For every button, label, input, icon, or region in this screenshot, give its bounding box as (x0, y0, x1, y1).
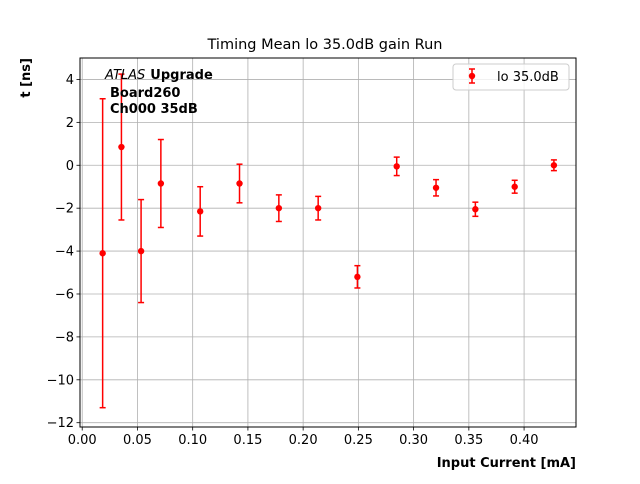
upgrade-label: Upgrade (150, 68, 213, 83)
annotation-channel: Ch000 35dB (110, 102, 198, 117)
data-point (236, 180, 243, 187)
data-point (314, 204, 322, 212)
x-tick-label: 0.15 (233, 433, 262, 448)
data-point (354, 273, 361, 281)
data-point (157, 180, 165, 187)
annotation-board: Board260 (110, 86, 180, 101)
atlas-label: ATLAS (104, 68, 145, 83)
y-tick-label: 0 (66, 159, 74, 174)
plot-data (99, 73, 558, 409)
x-tick-label: 0.10 (178, 433, 207, 448)
x-tick-label: 0.40 (510, 433, 539, 448)
axis-ticks: 0.00 0.05 0.10 0.15 0.20 0.25 0.30 0.35 0.40 4 2 0 −… (47, 73, 539, 448)
x-tick-label: 0.20 (289, 433, 318, 448)
y-tick-label: −4 (55, 245, 74, 260)
data-point (99, 250, 106, 257)
y-tick-label: −10 (47, 373, 74, 388)
data-point (432, 184, 440, 191)
annotation-line-1: ATLAS Upgrade (104, 68, 213, 83)
data-point (472, 206, 479, 213)
x-tick-label: 0.25 (344, 433, 373, 448)
chart-title: Timing Mean lo 35.0dB gain Run (207, 37, 443, 53)
data-point (118, 143, 125, 151)
x-tick-label: 0.30 (399, 433, 428, 448)
plot-area-frame (79, 57, 577, 428)
data-point (511, 183, 518, 190)
y-tick-label: 2 (66, 116, 74, 131)
data-point (275, 204, 283, 212)
data-point (550, 162, 558, 169)
y-axis-label: t [ns] (19, 58, 34, 98)
x-axis-label: Input Current [mA] (437, 456, 576, 471)
legend: lo 35.0dB (452, 63, 570, 91)
y-tick-label: −12 (47, 416, 74, 431)
y-tick-label: 4 (66, 73, 74, 88)
y-tick-label: −8 (55, 330, 74, 345)
data-point (196, 208, 204, 215)
x-tick-label: 0.35 (454, 433, 483, 448)
y-tick-label: −6 (55, 287, 74, 302)
grid-lines (80, 58, 576, 427)
data-point (137, 247, 145, 255)
legend-point (468, 72, 476, 80)
legend-box (452, 63, 570, 91)
legend-entry-label: lo 35.0dB (497, 70, 559, 85)
plot-annotation: ATLAS Upgrade Board260 Ch000 35dB (104, 68, 213, 117)
legend-marker (468, 68, 476, 84)
x-tick-label: 0.00 (68, 433, 97, 448)
data-point (393, 163, 400, 170)
y-tick-label: −2 (55, 202, 74, 217)
x-tick-label: 0.05 (123, 433, 152, 448)
